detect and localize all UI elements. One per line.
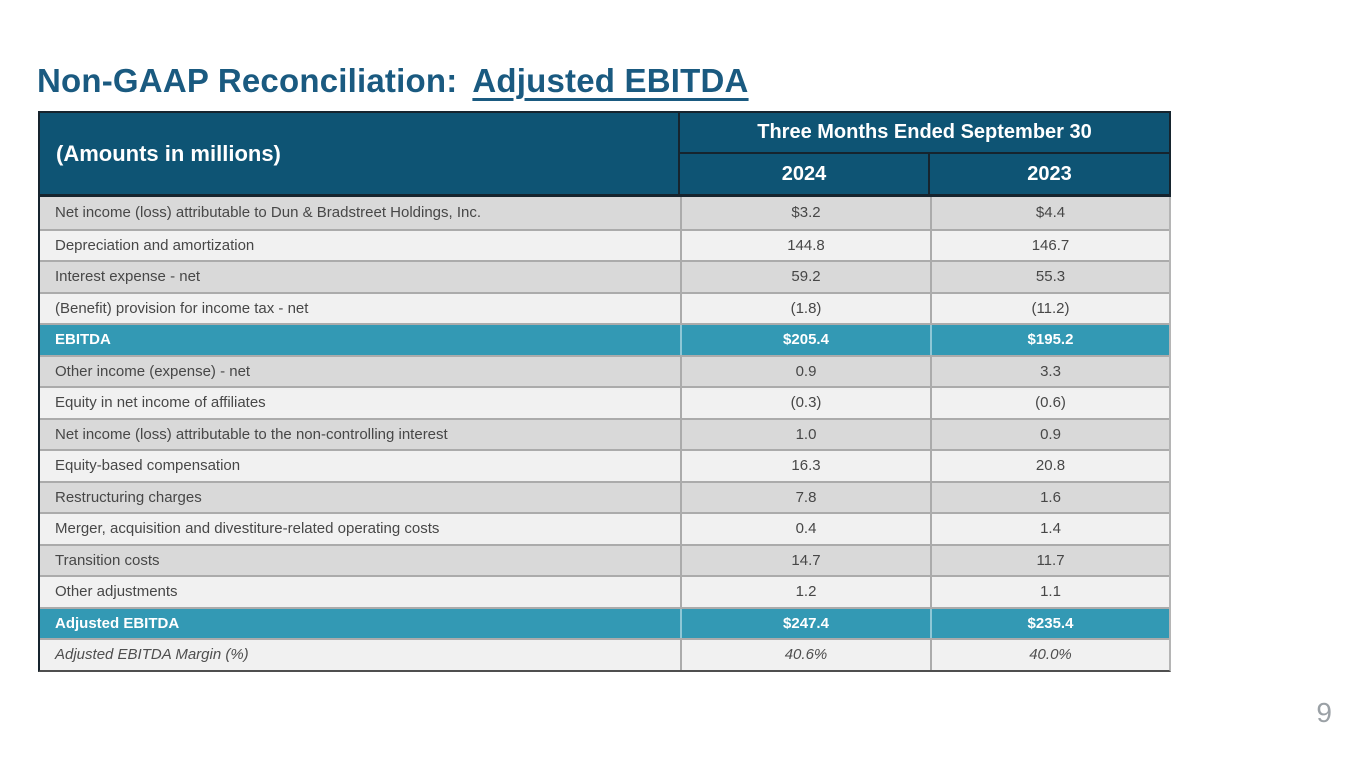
value-2024: 1.0: [680, 419, 930, 449]
row-label: EBITDA: [55, 331, 111, 349]
value-2024: 0.9: [680, 356, 930, 386]
table-row: Depreciation and amortization 144.8 146.7: [40, 228, 1169, 260]
row-label: Adjusted EBITDA Margin (%): [55, 646, 249, 664]
table-row: Net income (loss) attributable to Dun & …: [40, 197, 1169, 229]
row-label: Adjusted EBITDA: [55, 614, 180, 632]
value-2023: 40.0%: [930, 640, 1169, 670]
value-2024: (0.3): [680, 388, 930, 418]
value-2024: $247.4: [680, 608, 930, 638]
table-row: Restructuring charges 7.8 1.6: [40, 480, 1169, 512]
value-2023: 146.7: [930, 230, 1169, 260]
row-label: Interest expense - net: [55, 268, 201, 286]
year-2024-header: 2024: [680, 154, 930, 194]
table-row: Equity-based compensation 16.3 20.8: [40, 449, 1169, 481]
table-row: Adjusted EBITDA $247.4 $235.4: [40, 606, 1169, 638]
value-2023: (11.2): [930, 293, 1169, 323]
table-row: Interest expense - net 59.2 55.3: [40, 260, 1169, 292]
value-2023: 11.7: [930, 545, 1169, 575]
table-header: (Amounts in millions) Three Months Ended…: [38, 111, 1171, 197]
value-2024: $205.4: [680, 325, 930, 355]
value-2024: 14.7: [680, 545, 930, 575]
value-2024: 40.6%: [680, 640, 930, 670]
row-label: Transition costs: [55, 551, 160, 569]
amounts-label: (Amounts in millions): [40, 113, 680, 194]
page-title-prefix: Non-GAAP Reconciliation:: [37, 62, 458, 100]
value-2023: 1.1: [930, 577, 1169, 607]
table-rows: Net income (loss) attributable to Dun & …: [38, 197, 1171, 672]
table-row: Other income (expense) - net 0.9 3.3: [40, 354, 1169, 386]
reconciliation-table: (Amounts in millions) Three Months Ended…: [38, 111, 1171, 672]
row-label: Equity-based compensation: [55, 457, 241, 475]
row-label: Merger, acquisition and divestiture-rela…: [55, 520, 440, 538]
table-row: EBITDA $205.4 $195.2: [40, 323, 1169, 355]
table-row: (Benefit) provision for income tax - net…: [40, 291, 1169, 323]
value-2024: 1.2: [680, 577, 930, 607]
value-2023: 55.3: [930, 262, 1169, 292]
table-row: Merger, acquisition and divestiture-rela…: [40, 512, 1169, 544]
table-row: Transition costs 14.7 11.7: [40, 543, 1169, 575]
table-row: Net income (loss) attributable to the no…: [40, 417, 1169, 449]
row-label: Other income (expense) - net: [55, 362, 251, 380]
row-label: (Benefit) provision for income tax - net: [55, 299, 309, 317]
value-2023: 3.3: [930, 356, 1169, 386]
table-header-right: Three Months Ended September 30 2024 202…: [680, 113, 1169, 194]
page-number: 9: [1316, 697, 1332, 728]
row-label: Equity in net income of affiliates: [55, 394, 266, 412]
value-2023: 1.6: [930, 482, 1169, 512]
value-2023: $195.2: [930, 325, 1169, 355]
row-label: Depreciation and amortization: [55, 236, 255, 254]
value-2024: $3.2: [680, 197, 930, 229]
value-2024: 7.8: [680, 482, 930, 512]
row-label: Net income (loss) attributable to the no…: [55, 425, 448, 443]
table-row: Other adjustments 1.2 1.1: [40, 575, 1169, 607]
row-label: Restructuring charges: [55, 488, 202, 506]
year-2023-header: 2023: [1027, 162, 1072, 185]
row-label: Net income (loss) attributable to Dun & …: [55, 204, 482, 222]
value-2023: $235.4: [930, 608, 1169, 638]
value-2024: 0.4: [680, 514, 930, 544]
value-2024: 144.8: [680, 230, 930, 260]
value-2023: 20.8: [930, 451, 1169, 481]
value-2024: 59.2: [680, 262, 930, 292]
table-row: Equity in net income of affiliates (0.3)(…: [40, 386, 1169, 418]
value-2023: 0.9: [930, 419, 1169, 449]
page-title-emphasis: Adjusted EBITDA: [472, 62, 749, 100]
row-label: Other adjustments: [55, 583, 178, 601]
value-2023: 1.4: [930, 514, 1169, 544]
period-header: Three Months Ended September 30: [680, 113, 1169, 154]
page-title: Non-GAAP Reconciliation: Adjusted EBITDA: [37, 62, 749, 100]
value-2024: (1.8): [680, 293, 930, 323]
table-row: Adjusted EBITDA Margin (%) 40.6% 40.0%: [40, 638, 1169, 670]
value-2023: (0.6): [930, 388, 1169, 418]
value-2024: 16.3: [680, 451, 930, 481]
value-2023: $4.4: [930, 197, 1169, 229]
year-headers: 2024 2023: [680, 154, 1169, 194]
